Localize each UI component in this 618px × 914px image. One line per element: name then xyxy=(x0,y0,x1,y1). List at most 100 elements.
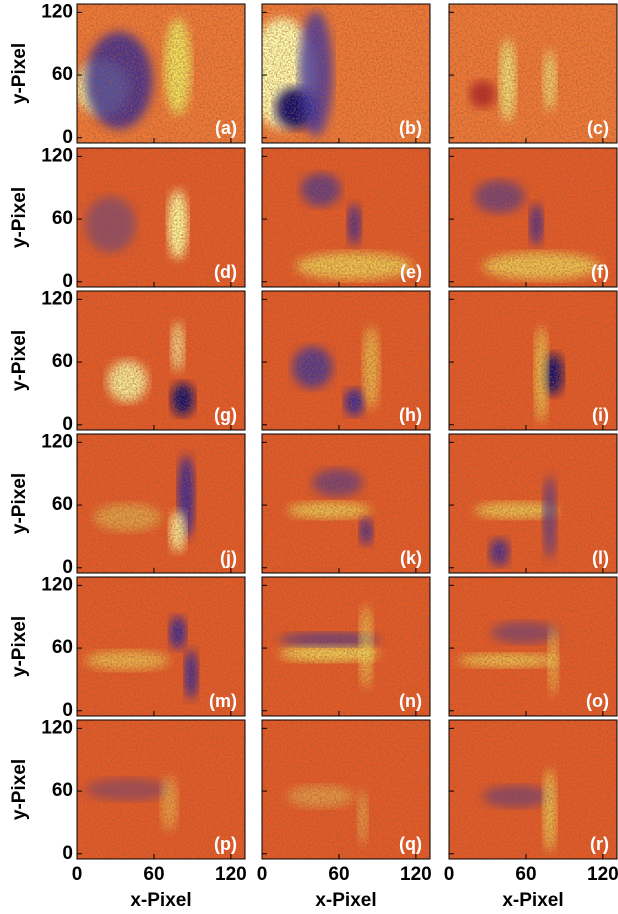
panel-label: (n) xyxy=(399,691,422,711)
panel-label: (j) xyxy=(220,548,237,568)
panel-image xyxy=(449,148,617,287)
y-tick-label: 60 xyxy=(52,208,73,229)
x-tick-label: 120 xyxy=(587,864,618,885)
x-tick-label: 0 xyxy=(72,864,83,885)
y-tick-label: 0 xyxy=(62,414,73,435)
x-tick-label: 0 xyxy=(444,864,455,885)
y-tick-label: 60 xyxy=(52,494,73,515)
x-axis-label: x-Pixel xyxy=(315,890,376,911)
x-tick-label: 60 xyxy=(143,864,164,885)
panel xyxy=(448,576,618,717)
noise xyxy=(77,4,245,143)
panel xyxy=(448,433,618,574)
panel xyxy=(76,147,246,288)
y-axis-label: y-Pixel xyxy=(9,187,30,248)
frame xyxy=(448,290,618,431)
panel xyxy=(76,719,246,860)
noise xyxy=(262,148,430,287)
x-axis-label: x-Pixel xyxy=(130,890,191,911)
panel-image xyxy=(449,577,617,716)
panel xyxy=(261,576,431,717)
y-tick-label: 120 xyxy=(41,1,73,22)
y-tick-label: 60 xyxy=(52,780,73,801)
frame xyxy=(261,147,431,288)
frame xyxy=(448,433,618,574)
panel-label: (p) xyxy=(214,834,237,854)
frame xyxy=(76,576,246,717)
panel xyxy=(261,147,431,288)
panel-label: (g) xyxy=(214,405,237,425)
y-axis-label: y-Pixel xyxy=(9,43,30,104)
noise xyxy=(449,4,617,143)
panel-label: (q) xyxy=(399,834,422,854)
x-tick-label: 120 xyxy=(215,864,247,885)
y-axis-label: y-Pixel xyxy=(9,330,30,391)
panel-label: (l) xyxy=(592,548,609,568)
y-tick-label: 120 xyxy=(41,574,73,595)
frame xyxy=(76,290,246,431)
y-tick-label: 60 xyxy=(52,637,73,658)
x-axis-label: x-Pixel xyxy=(502,890,563,911)
y-tick-label: 0 xyxy=(62,271,73,292)
frame xyxy=(76,147,246,288)
panel-label: (m) xyxy=(209,691,237,711)
y-tick-label: 60 xyxy=(52,351,73,372)
noise xyxy=(262,434,430,573)
panel xyxy=(448,3,618,144)
panel-label: (k) xyxy=(400,548,422,568)
y-axis-label: y-Pixel xyxy=(9,616,30,677)
panel xyxy=(448,290,618,431)
y-tick-label: 0 xyxy=(62,557,73,578)
panel-image xyxy=(262,148,430,287)
frame xyxy=(448,3,618,144)
frame xyxy=(261,719,431,860)
panel-label: (o) xyxy=(586,691,609,711)
noise xyxy=(262,577,430,716)
panel-image xyxy=(77,434,245,573)
panel-image xyxy=(262,4,430,143)
frame xyxy=(448,576,618,717)
frame xyxy=(261,433,431,574)
noise xyxy=(449,577,617,716)
panel-image xyxy=(262,434,430,573)
panel-label: (f) xyxy=(591,262,609,282)
noise xyxy=(262,291,430,430)
panel xyxy=(261,290,431,431)
noise xyxy=(77,434,245,573)
panel-image xyxy=(449,4,617,143)
y-tick-label: 120 xyxy=(41,145,73,166)
y-tick-label: 120 xyxy=(41,288,73,309)
y-tick-label: 120 xyxy=(41,717,73,738)
noise xyxy=(449,720,617,859)
panel xyxy=(448,719,618,860)
noise xyxy=(262,720,430,859)
y-tick-label: 0 xyxy=(62,127,73,148)
panel-label: (e) xyxy=(400,262,422,282)
frame xyxy=(76,433,246,574)
panel-image xyxy=(262,577,430,716)
x-tick-label: 60 xyxy=(515,864,536,885)
panel-label: (h) xyxy=(399,405,422,425)
panel-image xyxy=(449,720,617,859)
frame xyxy=(261,290,431,431)
panel xyxy=(261,719,431,860)
panel-image xyxy=(77,577,245,716)
frame xyxy=(76,3,246,144)
panel xyxy=(76,433,246,574)
noise xyxy=(77,577,245,716)
panel-image xyxy=(77,720,245,859)
panel-label: (r) xyxy=(590,834,609,854)
x-tick-label: 120 xyxy=(400,864,432,885)
noise xyxy=(449,148,617,287)
panel-label: (d) xyxy=(214,262,237,282)
panel xyxy=(76,576,246,717)
frame xyxy=(448,719,618,860)
panel-image xyxy=(262,720,430,859)
frame xyxy=(448,147,618,288)
noise xyxy=(449,434,617,573)
panel-image xyxy=(77,4,245,143)
x-tick-label: 60 xyxy=(328,864,349,885)
y-axis-label: y-Pixel xyxy=(9,759,30,820)
panel-label: (a) xyxy=(215,118,237,138)
noise xyxy=(77,720,245,859)
